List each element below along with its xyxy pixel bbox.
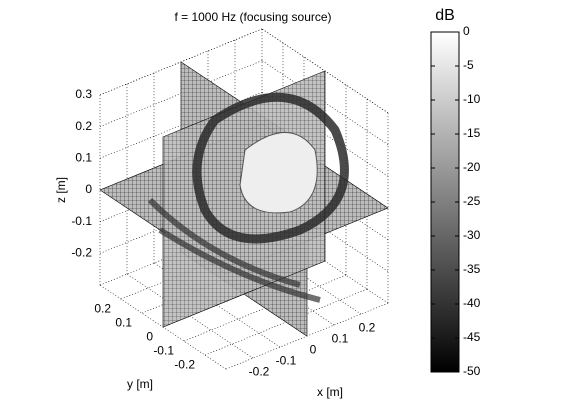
slice-field — [99, 61, 389, 337]
z-tick-label: 0 — [85, 182, 92, 196]
z-tick-label: 0.3 — [75, 87, 92, 101]
colorbar-tick-label: -45 — [463, 330, 481, 344]
x-axis-label: x [m] — [317, 385, 343, 399]
x-tick-label: 0.2 — [359, 320, 376, 334]
colorbar — [430, 31, 460, 373]
colorbar-tick-label: -30 — [463, 228, 481, 242]
z-tick-label: -0.2 — [71, 246, 92, 260]
y-tick-label: -0.2 — [174, 357, 195, 371]
z-axis-label: z [m] — [54, 177, 68, 203]
x-tick-label: -0.2 — [249, 364, 270, 378]
colorbar-tick-label: -15 — [463, 126, 481, 140]
field-inner — [239, 132, 318, 214]
colorbar-label: dB — [435, 7, 455, 24]
y-tick-label: 0 — [146, 329, 153, 343]
chart-title: f = 1000 Hz (focusing source) — [174, 10, 331, 24]
x-tick-label: 0 — [310, 342, 317, 356]
field-ring — [147, 197, 321, 303]
y-tick-label: -0.1 — [153, 343, 174, 357]
x-tick-label: 0.1 — [332, 331, 349, 345]
z-tick-label: 0.2 — [75, 119, 92, 133]
colorbar-tick-label: -40 — [463, 296, 481, 310]
z-tick-label: -0.1 — [71, 214, 92, 228]
colorbar-tick-label: -20 — [463, 160, 481, 174]
z-tick-label: 0.1 — [75, 150, 92, 164]
colorbar-tick-label: 0 — [463, 24, 470, 38]
colorbar-tick-label: -35 — [463, 262, 481, 276]
y-tick-label: 0.1 — [115, 315, 132, 329]
colorbar-tick-label: -5 — [463, 58, 474, 72]
field-ring — [192, 92, 349, 244]
colorbar-tick-label: -10 — [463, 92, 481, 106]
x-tick-label: -0.1 — [276, 353, 297, 367]
y-tick-label: 0.2 — [94, 301, 111, 315]
colorbar-tick-label: -50 — [463, 364, 481, 378]
y-axis-label: y [m] — [127, 377, 153, 391]
colorbar-tick-label: -25 — [463, 194, 481, 208]
